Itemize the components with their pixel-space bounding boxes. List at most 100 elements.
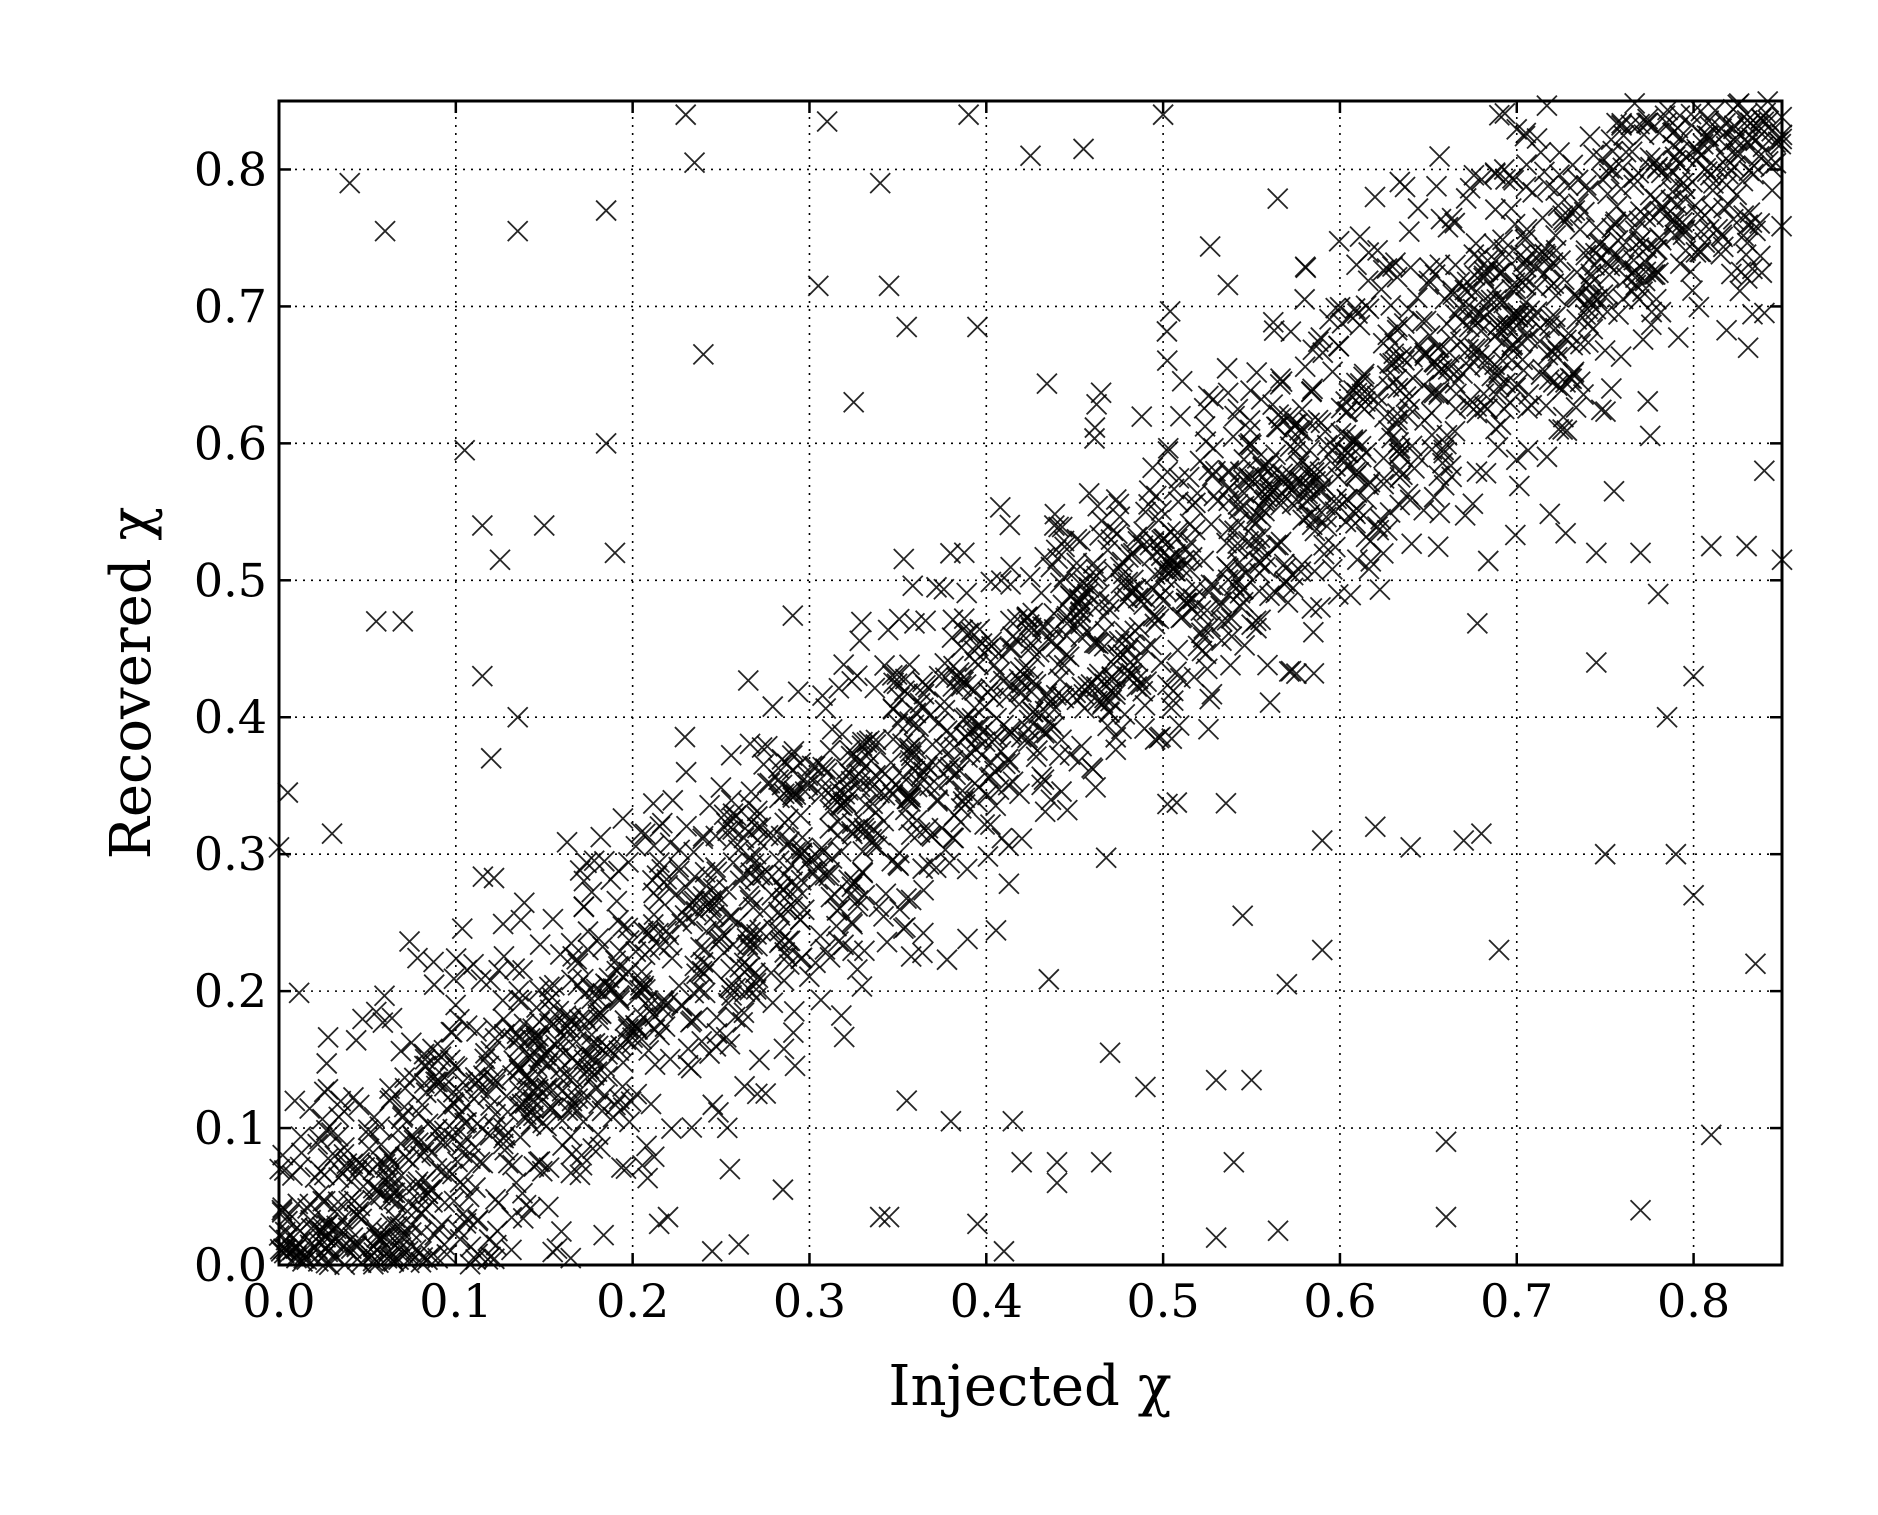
data-point: [1199, 235, 1221, 258]
data-point: [542, 1013, 565, 1035]
data-point: [1255, 546, 1278, 568]
data-point: [488, 959, 510, 981]
data-point: [882, 728, 904, 750]
data-point: [1068, 750, 1090, 772]
data-point: [980, 677, 1002, 700]
data-point: [1102, 520, 1124, 542]
data-point: [846, 958, 869, 981]
data-point: [877, 619, 899, 641]
data-point: [1665, 843, 1687, 865]
data-point: [626, 1083, 648, 1105]
data-point: [1459, 177, 1481, 199]
data-point: [1663, 210, 1685, 232]
data-point: [1166, 791, 1188, 814]
data-point: [1296, 490, 1318, 512]
data-point: [327, 1125, 349, 1147]
data-point: [279, 1223, 302, 1246]
data-point: [1105, 739, 1127, 761]
data-point: [843, 391, 865, 413]
data-point: [675, 876, 697, 898]
data-point: [583, 1064, 605, 1086]
data-point: [1156, 320, 1178, 343]
data-point: [1011, 1151, 1033, 1173]
data-point: [1548, 418, 1570, 441]
data-point: [1744, 953, 1767, 975]
data-point: [1321, 361, 1344, 383]
data-point: [1113, 590, 1135, 613]
data-point: [1624, 267, 1647, 289]
data-point: [554, 1017, 576, 1039]
data-point: [1205, 1069, 1227, 1091]
data-point: [1743, 155, 1765, 177]
data-point: [905, 702, 927, 724]
data-point: [832, 934, 855, 956]
data-point: [1433, 439, 1455, 461]
data-point: [482, 1017, 505, 1039]
data-point: [1171, 370, 1193, 392]
data-point: [309, 1242, 331, 1264]
data-point: [868, 896, 890, 918]
data-point: [1049, 572, 1072, 594]
data-point: [1665, 149, 1687, 171]
data-point: [997, 748, 1019, 770]
data-point: [612, 915, 634, 938]
data-point: [658, 934, 680, 956]
data-point: [1018, 709, 1040, 731]
data-point: [1481, 365, 1503, 387]
data-point: [595, 199, 617, 222]
data-point: [729, 870, 751, 892]
data-point: [300, 1209, 322, 1231]
data-point: [1050, 729, 1073, 751]
data-point: [1578, 274, 1600, 297]
data-point: [1210, 595, 1232, 617]
data-point: [1440, 455, 1462, 477]
data-point: [1161, 549, 1184, 571]
data-point: [1661, 181, 1684, 203]
data-point: [387, 1119, 409, 1141]
data-point: [1269, 373, 1291, 396]
x-tick-label: 0.4: [950, 1274, 1023, 1328]
data-point: [1325, 493, 1347, 515]
data-point: [1453, 829, 1475, 852]
data-point: [1547, 340, 1569, 362]
data-point: [285, 1237, 307, 1260]
data-point: [1435, 1131, 1457, 1153]
data-point: [1468, 247, 1490, 269]
data-point: [853, 817, 875, 839]
data-point: [768, 850, 790, 872]
data-point: [1280, 660, 1302, 682]
data-point: [507, 989, 530, 1011]
data-point: [1378, 352, 1401, 375]
data-point: [1470, 822, 1493, 845]
data-point: [1642, 264, 1665, 286]
data-point: [575, 1043, 597, 1066]
data-point: [357, 1123, 380, 1146]
data-point: [590, 826, 612, 848]
data-point: [290, 1142, 313, 1164]
data-point: [423, 974, 445, 996]
data-point: [1313, 534, 1335, 556]
data-point: [1357, 384, 1379, 406]
data-point: [1093, 687, 1116, 709]
data-point: [1435, 1206, 1457, 1228]
data-point: [1193, 618, 1215, 640]
x-tick-label: 0.5: [1127, 1274, 1200, 1328]
data-point: [1700, 1124, 1722, 1146]
data-point: [1028, 702, 1050, 725]
data-point: [1639, 425, 1661, 447]
data-point: [827, 930, 850, 953]
data-point: [1503, 169, 1525, 191]
data-point: [933, 578, 955, 600]
data-point: [1514, 225, 1536, 248]
data-point: [1387, 377, 1409, 399]
data-point: [1237, 530, 1260, 553]
data-point: [1500, 337, 1522, 359]
data-point: [644, 1054, 666, 1076]
data-point: [914, 674, 937, 696]
data-point: [1076, 583, 1099, 605]
data-point: [1444, 254, 1467, 276]
data-point: [1399, 489, 1421, 511]
data-point: [722, 803, 744, 825]
data-point: [527, 1025, 550, 1048]
data-point: [1423, 486, 1445, 508]
